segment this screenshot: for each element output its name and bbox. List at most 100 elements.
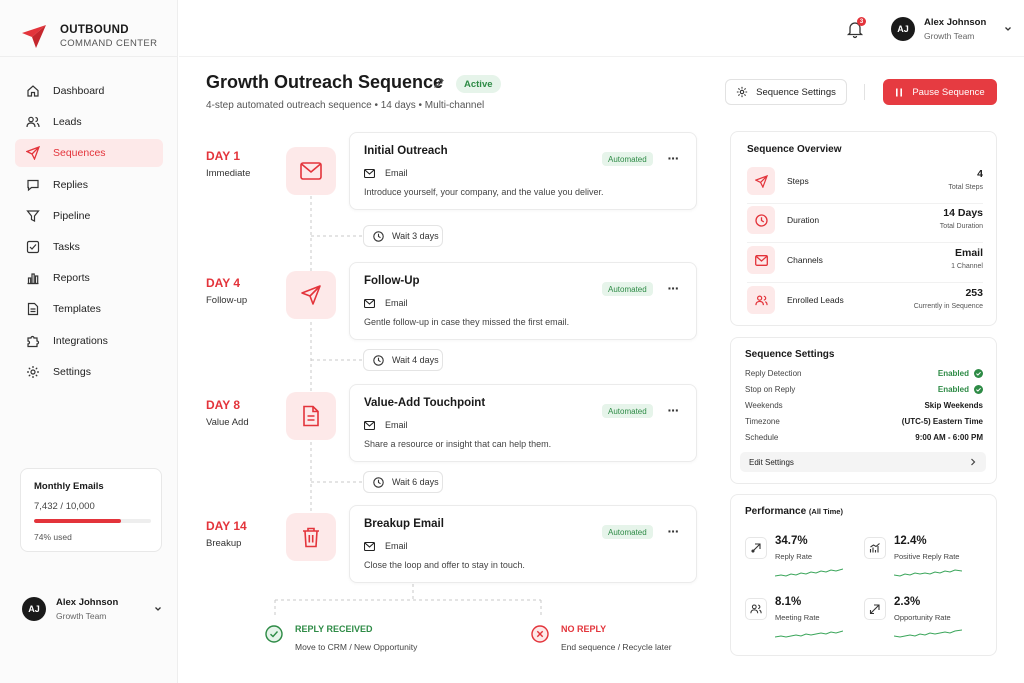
step-day: DAY 14 bbox=[206, 519, 247, 533]
overview-label: Duration bbox=[787, 215, 820, 225]
sidebar: OUTBOUND COMMAND CENTER Dashboard Leads … bbox=[0, 0, 178, 683]
overview-icon-box bbox=[747, 206, 775, 234]
mail-icon bbox=[754, 254, 768, 266]
trend-up-icon bbox=[869, 543, 880, 553]
step-channel-label: Email bbox=[385, 168, 408, 178]
sidebar-item-templates[interactable]: Templates bbox=[15, 295, 163, 323]
more-options-icon[interactable]: ··· bbox=[667, 523, 680, 539]
usage-progress-fill bbox=[34, 519, 121, 523]
edit-settings-button[interactable]: Edit Settings bbox=[740, 452, 986, 472]
usage-value: 7,432 / 10,000 bbox=[34, 501, 95, 512]
notification-badge: 3 bbox=[857, 17, 866, 26]
pause-sequence-button[interactable]: Pause Sequence bbox=[883, 79, 997, 105]
overview-sub: Total Duration bbox=[939, 223, 983, 230]
sidebar-item-reports[interactable]: Reports bbox=[15, 264, 163, 292]
sidebar-item-dashboard[interactable]: Dashboard bbox=[15, 77, 163, 105]
pause-icon bbox=[896, 88, 903, 96]
checkbox-icon bbox=[26, 240, 40, 254]
wait-pill[interactable]: Wait 6 days bbox=[363, 471, 443, 493]
paper-plane-logo-icon bbox=[22, 25, 46, 48]
chevron-down-icon bbox=[1005, 27, 1012, 31]
clock-icon bbox=[754, 213, 768, 227]
sidebar-item-replies[interactable]: Replies bbox=[15, 171, 163, 199]
setting-label: Stop on Reply bbox=[745, 385, 796, 394]
automated-badge: Automated bbox=[602, 152, 653, 166]
sequence-settings-label: Sequence Settings bbox=[756, 86, 836, 98]
sidebar-item-sequences[interactable]: Sequences bbox=[15, 139, 163, 168]
setting-row-stop-on-reply: Stop on Reply Enabled bbox=[745, 385, 983, 397]
setting-value: Enabled bbox=[938, 369, 983, 378]
setting-label: Weekends bbox=[745, 401, 783, 410]
wait-pill[interactable]: Wait 4 days bbox=[363, 349, 443, 371]
chat-icon bbox=[27, 179, 39, 191]
topbar-user-menu[interactable]: AJ Alex Johnson Growth Team bbox=[891, 17, 1012, 41]
wait-label: Wait 3 days bbox=[392, 231, 439, 241]
page-title: Growth Outreach Sequence bbox=[206, 72, 444, 92]
step-channel: Email bbox=[364, 298, 408, 308]
metric-reply-rate: 34.7% Reply Rate bbox=[745, 535, 855, 587]
sparkline bbox=[894, 569, 962, 577]
sidebar-user-menu[interactable]: AJ Alex Johnson Growth Team bbox=[22, 597, 162, 621]
more-options-icon[interactable]: ··· bbox=[667, 280, 680, 296]
setting-value: (UTC-5) Eastern Time bbox=[901, 417, 983, 426]
outcome-no-reply: NO REPLY End sequence / Recycle later bbox=[531, 624, 672, 652]
metric-label: Reply Rate bbox=[775, 552, 813, 561]
brand-title: OUTBOUND bbox=[60, 23, 129, 36]
step-card-value-add[interactable]: Value-Add Touchpoint Automated ··· Email… bbox=[349, 384, 697, 462]
usage-percent: 74% used bbox=[34, 532, 72, 542]
overview-icon-box bbox=[747, 246, 775, 274]
step-title: Initial Outreach bbox=[364, 145, 448, 157]
outcome-title: NO REPLY bbox=[561, 624, 607, 634]
users-icon bbox=[750, 604, 762, 614]
metric-value: 34.7% bbox=[775, 535, 808, 547]
automated-badge: Automated bbox=[602, 525, 653, 539]
clock-icon bbox=[373, 476, 384, 488]
overview-row-enrolled-leads: Enrolled Leads 253 Currently in Sequence bbox=[747, 286, 983, 316]
mail-icon bbox=[364, 298, 375, 308]
sequence-settings-button[interactable]: Sequence Settings bbox=[725, 79, 847, 105]
filter-icon bbox=[26, 210, 40, 222]
sidebar-item-settings[interactable]: Settings bbox=[15, 358, 163, 386]
gear-icon bbox=[27, 365, 39, 378]
step-description: Share a resource or insight that can hel… bbox=[364, 439, 552, 449]
puzzle-icon bbox=[27, 335, 40, 347]
step-card-breakup-email[interactable]: Breakup Email Automated ··· Email Close … bbox=[349, 505, 697, 583]
sidebar-item-label: Dashboard bbox=[53, 85, 105, 97]
metric-icon-box bbox=[745, 537, 767, 559]
clock-icon bbox=[373, 230, 384, 242]
step-description: Close the loop and offer to stay in touc… bbox=[364, 560, 525, 570]
outcome-subtitle: Move to CRM / New Opportunity bbox=[295, 642, 418, 652]
sidebar-item-integrations[interactable]: Integrations bbox=[15, 327, 163, 355]
more-options-icon[interactable]: ··· bbox=[667, 402, 680, 418]
step-channel: Email bbox=[364, 168, 408, 178]
metric-icon-box bbox=[864, 537, 886, 559]
metric-value: 12.4% bbox=[894, 535, 927, 547]
metric-icon-box bbox=[745, 598, 767, 620]
overview-icon-box bbox=[747, 286, 775, 314]
setting-label: Schedule bbox=[745, 433, 779, 442]
chevron-down-icon bbox=[155, 607, 161, 611]
user-name: Alex Johnson bbox=[924, 17, 987, 28]
step-card-initial-outreach[interactable]: Initial Outreach Automated ··· Email Int… bbox=[349, 132, 697, 210]
wait-pill[interactable]: Wait 3 days bbox=[363, 225, 443, 247]
header-separator bbox=[864, 84, 865, 100]
setting-value-text: Enabled bbox=[937, 369, 969, 378]
topbar-divider bbox=[179, 56, 1024, 57]
overview-value: Email bbox=[954, 247, 983, 259]
more-options-icon[interactable]: ··· bbox=[667, 150, 680, 166]
setting-row-weekends: Weekends Skip Weekends bbox=[745, 401, 983, 413]
metric-positive-reply-rate: 12.4% Positive Reply Rate bbox=[864, 535, 974, 587]
sidebar-item-tasks[interactable]: Tasks bbox=[15, 233, 163, 261]
user-team: Growth Team bbox=[924, 31, 975, 41]
sidebar-item-pipeline[interactable]: Pipeline bbox=[15, 202, 163, 230]
metric-value: 8.1% bbox=[775, 596, 802, 608]
brand[interactable]: OUTBOUND COMMAND CENTER bbox=[20, 22, 157, 50]
check-circle-icon bbox=[265, 625, 283, 643]
step-icon-box bbox=[286, 392, 336, 440]
pause-sequence-label: Pause Sequence bbox=[912, 86, 985, 98]
send-icon bbox=[26, 146, 40, 161]
sidebar-item-leads[interactable]: Leads bbox=[15, 108, 163, 136]
step-card-follow-up[interactable]: Follow-Up Automated ··· Email Gentle fol… bbox=[349, 262, 697, 340]
check-circle-icon bbox=[974, 369, 983, 378]
pencil-icon[interactable] bbox=[433, 77, 445, 89]
